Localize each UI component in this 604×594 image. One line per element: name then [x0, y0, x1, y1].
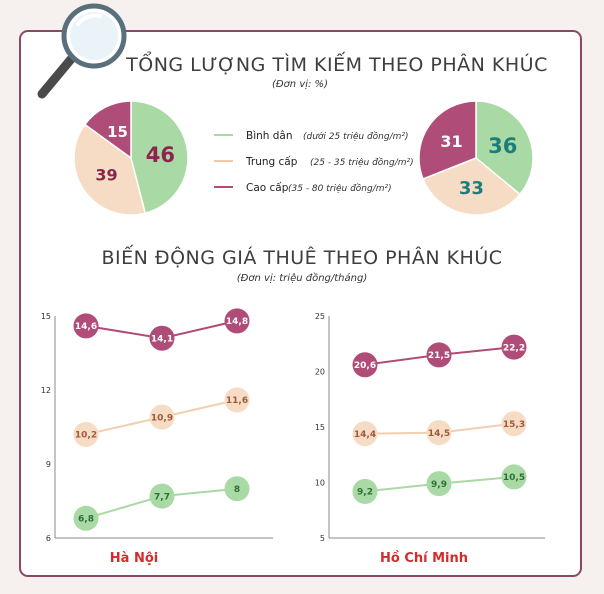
pie-label-binh-dan: 46 [146, 143, 175, 167]
data-point-binh-dan [149, 483, 175, 509]
legend-item-cao-cap: Cao cấp (35 - 80 triệu đồng/m²) [214, 182, 392, 194]
legend-item-trung-cap: Trung cấp (25 - 35 triệu đồng/m²) [214, 156, 414, 168]
data-label-trung-cap: 10,9 [151, 413, 173, 423]
legend-label: Cao cấp [246, 182, 289, 194]
y-tick-label: 15 [41, 312, 51, 321]
city-label-hcm: Hồ Chí Minh [380, 551, 468, 566]
pie-label-cao-cap: 31 [440, 132, 462, 151]
y-tick-label: 9 [46, 460, 51, 469]
data-point-trung-cap [149, 404, 175, 430]
line-chart-hcm: 5 10 15 20 25 20,6 21,5 22,2 14,4 14,5 15,3 9,2 9,9 1… [315, 312, 545, 543]
pie-slice-binh-dan [475, 100, 534, 196]
pie-label-cao-cap: 15 [107, 123, 128, 141]
data-point-cao-cap [73, 313, 99, 339]
data-point-cao-cap [224, 308, 250, 334]
data-point-cao-cap [352, 352, 378, 378]
search-title: TỔNG LƯỢNG TÌM KIẾM THEO PHÂN KHÚC [125, 50, 548, 76]
pie-label-trung-cap: 39 [95, 165, 117, 184]
data-label-binh-dan: 10,5 [503, 473, 525, 483]
data-label-binh-dan: 9,9 [431, 480, 447, 490]
data-point-trung-cap [224, 387, 250, 413]
pie-label-binh-dan: 36 [488, 134, 517, 158]
data-label-trung-cap: 15,3 [503, 420, 525, 430]
rent-unit: (Đơn vị: triệu đồng/tháng) [237, 272, 368, 284]
data-point-trung-cap [501, 411, 527, 437]
data-point-binh-dan [426, 471, 452, 497]
pie-slice-binh-dan [130, 100, 189, 215]
legend-item-binh-dan: Bình dân (dưới 25 triệu đồng/m²) [214, 130, 409, 142]
y-tick-label: 12 [41, 386, 51, 395]
data-point-cao-cap [426, 342, 452, 368]
data-point-binh-dan [352, 478, 378, 504]
pie-slice-cao-cap [83, 100, 132, 160]
y-tick-label: 15 [315, 423, 325, 432]
city-label-hanoi: Hà Nội [110, 551, 158, 566]
pie-slice-trung-cap [73, 123, 147, 216]
data-label-cao-cap: 14,6 [75, 322, 97, 332]
pie-slice-cao-cap [418, 100, 477, 180]
y-tick-label: 10 [315, 479, 325, 488]
data-label-cao-cap: 21,5 [428, 351, 450, 361]
data-point-binh-dan [224, 476, 250, 502]
data-label-trung-cap: 14,4 [354, 430, 376, 440]
data-point-cao-cap [501, 334, 527, 360]
data-point-trung-cap [352, 421, 378, 447]
data-label-trung-cap: 14,5 [428, 429, 450, 439]
rent-title: BIẾN ĐỘNG GIÁ THUÊ THEO PHÂN KHÚC [101, 244, 502, 269]
legend-note: (25 - 35 triệu đồng/m²) [310, 157, 414, 168]
magnifier-icon [37, 3, 127, 99]
data-point-binh-dan [501, 464, 527, 490]
data-label-binh-dan: 8 [234, 485, 240, 495]
legend-note: (35 - 80 triệu đồng/m²) [288, 183, 392, 194]
data-label-binh-dan: 7,7 [154, 492, 170, 502]
search-unit: (Đơn vị: %) [272, 79, 328, 90]
data-label-trung-cap: 10,2 [75, 431, 97, 441]
data-point-cao-cap [149, 325, 175, 351]
legend-label: Trung cấp [245, 156, 298, 168]
data-label-binh-dan: 6,8 [78, 515, 94, 525]
pie-label-trung-cap: 33 [459, 178, 484, 199]
line-chart-hanoi: 6 9 12 15 14,6 14,1 14,8 10,2 10,9 11,6 6,8 7,7 8 [41, 308, 273, 543]
legend: Bình dân (dưới 25 triệu đồng/m²) Trung c… [214, 130, 414, 194]
y-tick-label: 25 [315, 312, 325, 321]
data-label-binh-dan: 9,2 [357, 488, 373, 498]
data-label-cao-cap: 22,2 [503, 343, 525, 353]
data-label-cao-cap: 20,6 [354, 361, 376, 371]
y-tick-label: 20 [315, 368, 325, 377]
data-label-cao-cap: 14,8 [226, 317, 248, 327]
data-point-trung-cap [426, 420, 452, 446]
legend-label: Bình dân [246, 130, 293, 142]
data-point-binh-dan [73, 505, 99, 531]
data-point-trung-cap [73, 421, 99, 447]
legend-note: (dưới 25 triệu đồng/m²) [303, 131, 409, 142]
y-tick-label: 5 [320, 534, 325, 543]
data-label-cao-cap: 14,1 [151, 334, 173, 344]
pie-slice-trung-cap [422, 157, 521, 216]
data-label-trung-cap: 11,6 [226, 396, 248, 406]
y-tick-label: 6 [46, 534, 51, 543]
pie-chart-hanoi: 46 39 15 [73, 100, 189, 216]
